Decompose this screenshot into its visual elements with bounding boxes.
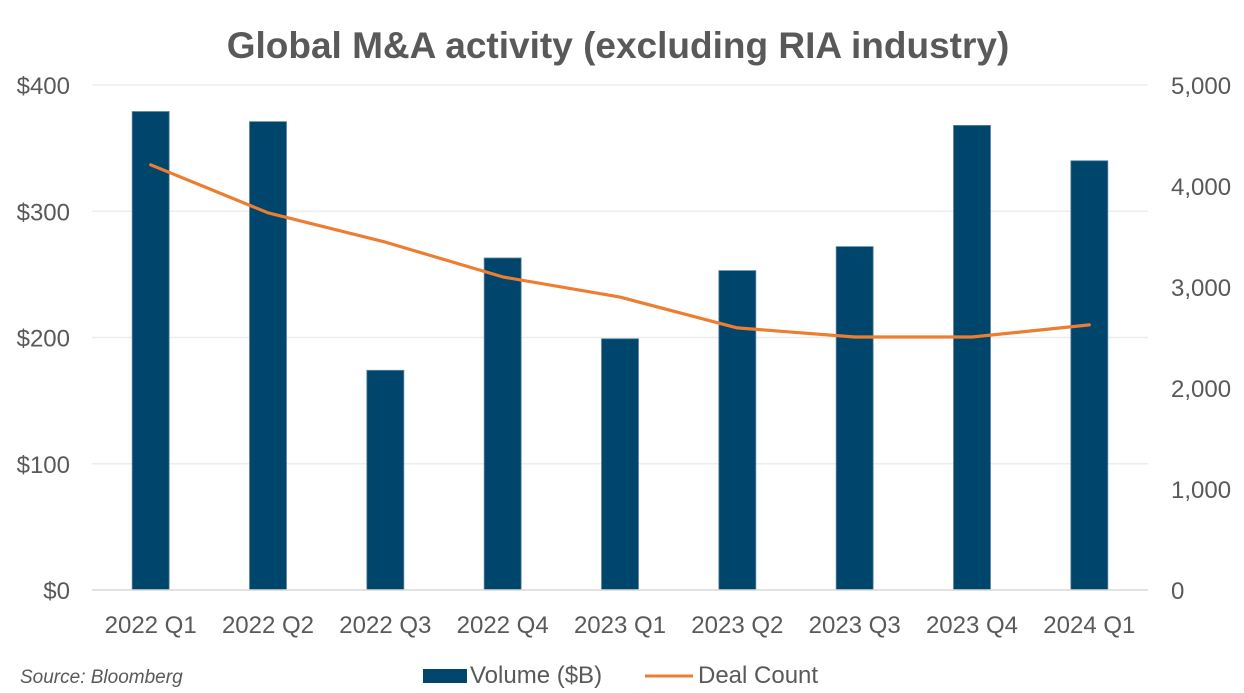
right-tick-label: 4,000 bbox=[1171, 174, 1231, 201]
bar-series bbox=[131, 111, 1109, 591]
source-note: Source: Bloomberg bbox=[20, 667, 183, 688]
right-tick-label: 3,000 bbox=[1171, 275, 1231, 302]
bar bbox=[366, 369, 405, 591]
right-tick-label: 2,000 bbox=[1171, 376, 1231, 403]
bar bbox=[1070, 160, 1109, 591]
left-tick-label: $400 bbox=[17, 73, 70, 100]
x-tick-label: 2023 Q2 bbox=[691, 612, 783, 639]
bar bbox=[131, 111, 170, 591]
left-tick-label: $100 bbox=[17, 452, 70, 479]
left-axis: $0 $100 $200 $300 $400 bbox=[17, 73, 70, 605]
legend-label-deal-count: Deal Count bbox=[698, 662, 818, 689]
bar bbox=[601, 338, 639, 591]
chart-title: Global M&A activity (excluding RIA indus… bbox=[227, 25, 1010, 66]
right-tick-label: 0 bbox=[1171, 578, 1184, 605]
right-tick-label: 1,000 bbox=[1171, 477, 1231, 504]
left-tick-label: $200 bbox=[17, 326, 70, 353]
x-tick-label: 2023 Q4 bbox=[926, 612, 1018, 639]
legend: Volume ($B) Deal Count bbox=[423, 662, 818, 689]
bar bbox=[249, 121, 287, 591]
deal-count-line bbox=[149, 163, 1091, 339]
bar bbox=[835, 246, 874, 591]
left-tick-label: $0 bbox=[43, 578, 70, 605]
x-tick-label: 2022 Q3 bbox=[339, 612, 431, 639]
bar bbox=[718, 270, 757, 591]
right-tick-label: 5,000 bbox=[1171, 73, 1231, 100]
legend-swatch-volume bbox=[423, 669, 467, 683]
line-series bbox=[149, 163, 1091, 339]
bar bbox=[483, 257, 522, 591]
x-tick-label: 2024 Q1 bbox=[1043, 612, 1135, 639]
legend-label-volume: Volume ($B) bbox=[470, 662, 602, 689]
x-tick-label: 2022 Q2 bbox=[222, 612, 314, 639]
x-tick-label: 2022 Q1 bbox=[105, 612, 197, 639]
left-tick-label: $300 bbox=[17, 199, 70, 226]
x-tick-label: 2022 Q4 bbox=[457, 612, 549, 639]
x-axis: 2022 Q1 2022 Q2 2022 Q3 2022 Q4 2023 Q1 2023 … bbox=[105, 612, 1136, 639]
right-axis: 0 1,000 2,000 3,000 4,000 5,000 bbox=[1171, 73, 1231, 605]
bar bbox=[953, 125, 991, 591]
x-tick-label: 2023 Q1 bbox=[574, 612, 666, 639]
x-tick-label: 2023 Q3 bbox=[809, 612, 901, 639]
